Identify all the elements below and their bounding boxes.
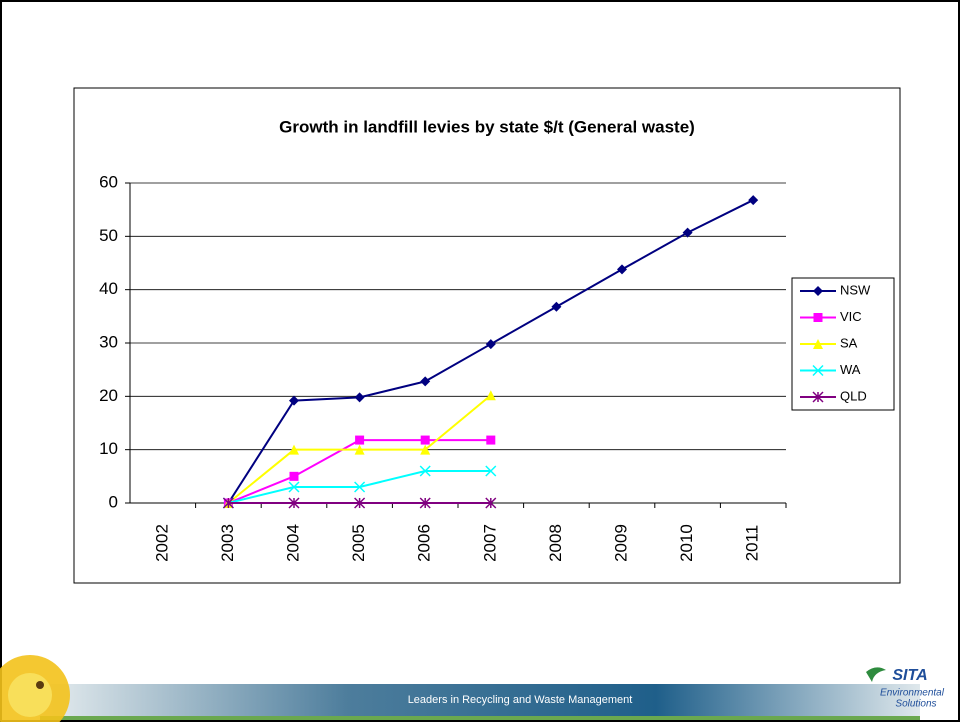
footer: Leaders in Recycling and Waste Managemen… (0, 655, 945, 722)
footer-tagline: Leaders in Recycling and Waste Managemen… (408, 694, 633, 706)
y-tick-label: 30 (99, 332, 118, 351)
marker (354, 444, 365, 455)
y-tick-label: 0 (109, 492, 118, 511)
legend-label: WA (840, 362, 861, 377)
marker (288, 481, 300, 493)
marker (813, 339, 823, 349)
marker (420, 444, 431, 455)
marker (748, 195, 759, 206)
x-tick-label: 2008 (546, 524, 565, 562)
x-tick-label: 2006 (415, 524, 434, 562)
legend-label: QLD (840, 388, 867, 403)
marker (486, 435, 496, 445)
marker (682, 227, 693, 238)
marker (420, 376, 431, 387)
x-tick-label: 2005 (349, 524, 368, 562)
y-tick-label: 40 (99, 279, 118, 298)
marker (288, 497, 300, 509)
marker (355, 435, 365, 445)
marker (289, 395, 299, 406)
footer-band (40, 684, 920, 716)
marker (354, 497, 366, 509)
marker (485, 339, 496, 350)
legend-label: SA (840, 335, 858, 350)
y-tick-label: 10 (99, 439, 118, 458)
marker (354, 481, 366, 493)
marker (485, 497, 497, 509)
x-tick-label: 2007 (480, 524, 499, 562)
x-tick-label: 2003 (218, 524, 237, 562)
legend-label: VIC (840, 309, 862, 324)
x-tick-label: 2002 (152, 524, 171, 562)
x-tick-label: 2004 (283, 524, 302, 562)
legend-label: NSW (840, 282, 871, 297)
marker (551, 301, 562, 312)
marker (222, 497, 234, 509)
logo-sub: Environmental (880, 688, 945, 699)
x-tick-label: 2010 (677, 524, 696, 562)
x-tick-label: 2011 (743, 525, 762, 562)
y-tick-label: 50 (99, 226, 118, 245)
x-tick-label: 2009 (611, 524, 630, 562)
marker (289, 444, 299, 455)
sunflower (0, 655, 70, 722)
marker (419, 465, 431, 477)
marker (420, 435, 430, 445)
series (222, 497, 497, 509)
marker (812, 391, 824, 403)
marker (812, 364, 824, 377)
logo-sub: Solutions (895, 699, 936, 710)
marker (813, 286, 823, 296)
logo: SITA Environmental Solutions (866, 667, 945, 710)
marker (485, 465, 497, 477)
marker (289, 471, 299, 481)
marker (617, 264, 627, 275)
marker (485, 390, 496, 401)
marker (813, 313, 823, 322)
chart-frame (73, 87, 901, 584)
marker (354, 392, 365, 403)
y-tick-label: 20 (99, 386, 118, 405)
marker (419, 497, 431, 509)
footer-stripe (40, 716, 920, 720)
y-tick-label: 60 (99, 172, 118, 191)
logo-text: SITA (892, 667, 927, 684)
chart-title: Growth in landfill levies by state $/t (… (279, 117, 695, 136)
